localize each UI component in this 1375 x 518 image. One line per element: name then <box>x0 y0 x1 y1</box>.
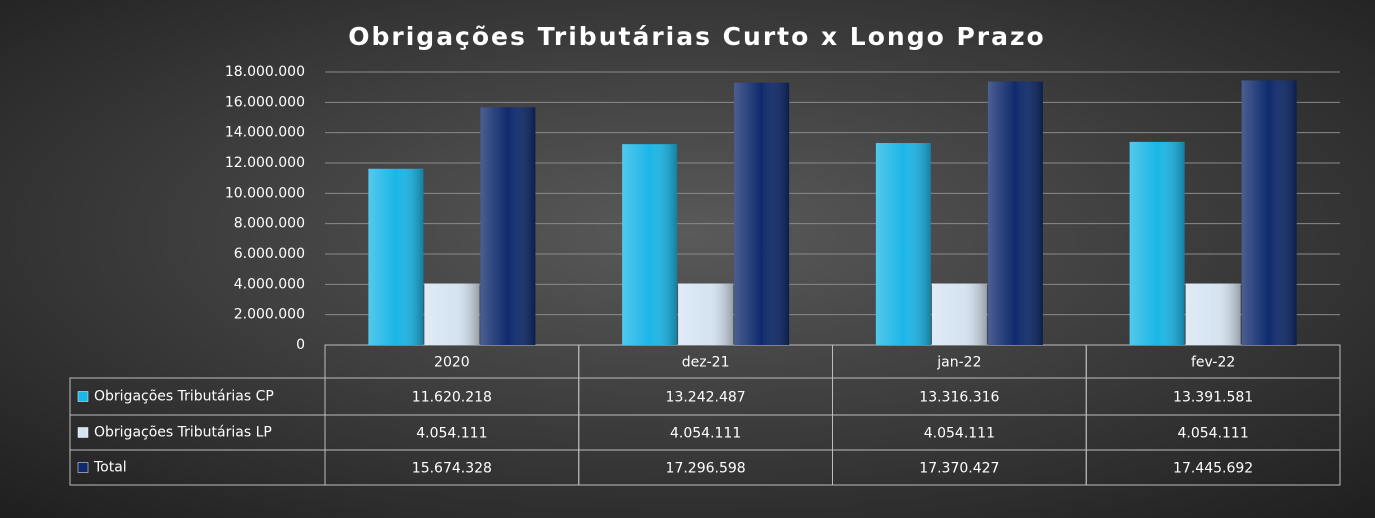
bar <box>424 283 480 345</box>
y-tick-label: 10.000.000 <box>225 185 305 201</box>
y-tick-label: 16.000.000 <box>225 94 305 110</box>
legend-label: Obrigações Tributárias LP <box>94 425 272 441</box>
y-tick-label: 4.000.000 <box>234 276 305 292</box>
bar <box>931 283 987 345</box>
y-tick-label: 12.000.000 <box>225 155 305 171</box>
chart-title: Obrigações Tributárias Curto x Longo Pra… <box>348 22 1045 51</box>
table-value: 15.674.328 <box>412 461 492 477</box>
table-value: 4.054.111 <box>924 426 995 442</box>
legend-swatch <box>77 391 89 402</box>
table-value: 13.242.487 <box>666 390 746 406</box>
bar <box>480 107 536 345</box>
bar <box>734 82 790 345</box>
legend-swatch <box>77 427 89 438</box>
legend-swatch <box>77 462 89 473</box>
table-value: 4.054.111 <box>416 426 487 442</box>
y-tick-label: 2.000.000 <box>234 307 305 323</box>
y-tick-label: 14.000.000 <box>225 125 305 141</box>
x-tick-label: fev-22 <box>1191 355 1235 371</box>
table-value: 17.445.692 <box>1173 461 1253 477</box>
y-tick-label: 6.000.000 <box>234 246 305 262</box>
bar <box>368 168 424 345</box>
table-value: 13.316.316 <box>919 390 999 406</box>
table-value: 11.620.218 <box>412 390 492 406</box>
table-value: 13.391.581 <box>1173 390 1253 406</box>
bar <box>678 283 734 345</box>
bar <box>622 144 678 345</box>
table-value: 4.054.111 <box>670 426 741 442</box>
bar <box>1241 80 1297 345</box>
table-value: 17.296.598 <box>666 461 746 477</box>
bar <box>1129 141 1185 345</box>
legend-label: Obrigações Tributárias CP <box>94 389 274 405</box>
y-tick-label: 18.000.000 <box>225 64 305 80</box>
bar <box>1185 283 1241 345</box>
x-tick-label: jan-22 <box>936 355 981 371</box>
table-value: 17.370.427 <box>919 461 999 477</box>
table-value: 4.054.111 <box>1177 426 1248 442</box>
table-cell <box>1085 449 1341 486</box>
y-tick-label: 0 <box>296 337 305 353</box>
bar <box>875 143 931 345</box>
bar <box>987 81 1043 345</box>
x-tick-label: dez-21 <box>682 355 730 371</box>
x-tick-label: 2020 <box>434 355 470 371</box>
y-tick-label: 8.000.000 <box>234 216 305 232</box>
legend-label: Total <box>93 460 127 476</box>
